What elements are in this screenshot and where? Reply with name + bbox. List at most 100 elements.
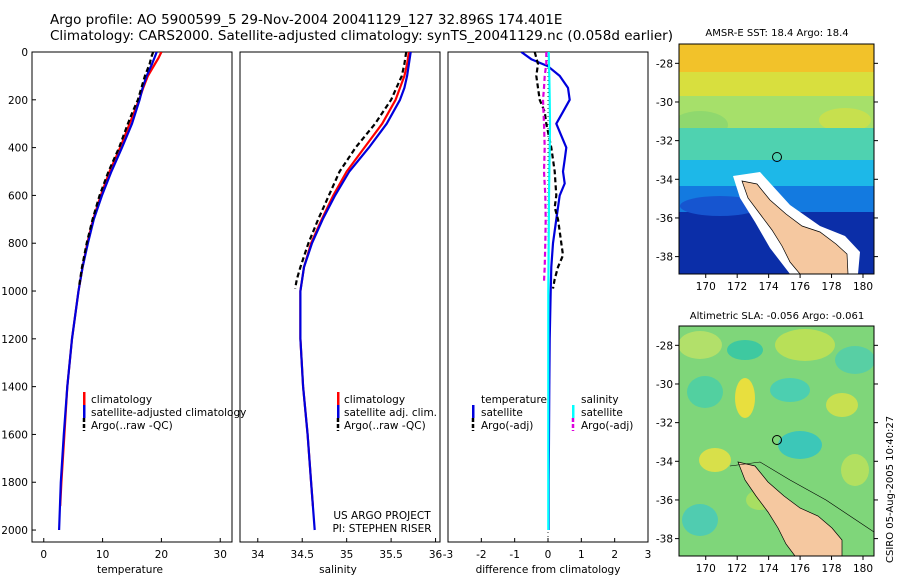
salinity-series-climatology xyxy=(299,52,410,507)
sla-patch xyxy=(679,331,722,359)
sla-map-xtick-label: 178 xyxy=(822,563,842,575)
difference-panel: -3 -2 -1 0 1 2 3 difference from climatology t… xyxy=(443,51,652,576)
temperature-ytick-label: 600 xyxy=(8,190,28,202)
temperature-panel: 0 10 20 30 0 200 400 600 800 1000 1200 1400 1600 1800… xyxy=(1,47,246,576)
sst-map-ytick-label: -28 xyxy=(656,58,673,70)
sst-map-ytick-label: -36 xyxy=(656,213,673,225)
sla-patch xyxy=(775,329,835,361)
sla-map-xtick-label: 174 xyxy=(759,563,779,575)
sla-patch xyxy=(687,376,723,408)
salinity-xlabel: salinity xyxy=(319,564,357,576)
salinity-xtick-label: 34 xyxy=(251,549,265,561)
difference-series-satellite xyxy=(547,52,552,530)
salinity-xtick-label: 35.5 xyxy=(379,549,402,561)
sla-map-xtick-label: 170 xyxy=(696,563,716,575)
sla-map-ytick-label: -34 xyxy=(656,456,673,468)
legend-label-climatology: climatology xyxy=(91,394,152,406)
temperature-ytick-label: 1200 xyxy=(1,334,28,346)
sla-patch xyxy=(778,431,822,459)
sst-map-xtick-label: 172 xyxy=(727,281,747,293)
sla-map-ytick-label: -38 xyxy=(656,534,673,546)
temperature-xtick-label: 20 xyxy=(155,549,168,561)
sla-patch xyxy=(699,448,731,472)
sst-map-ytick-label: -34 xyxy=(656,174,673,186)
legend-swatch-climatology xyxy=(337,392,340,405)
difference-xtick-label: 1 xyxy=(578,549,585,561)
temperature-axes: 0 10 20 30 0 200 400 600 800 1000 1200 1400 1600 1800… xyxy=(1,47,227,561)
sla-contour xyxy=(729,461,874,533)
salinity-axes: 34 34.5 35 35.5 36 xyxy=(251,538,443,561)
sla-patch xyxy=(835,346,874,374)
sla-map-xtick-label: 180 xyxy=(853,563,873,575)
legend-label-satellite-adj: satellite adj. clim. xyxy=(344,407,437,419)
temperature-series-satellite-adjusted-climatology xyxy=(58,52,158,531)
legend-swatch-climatology xyxy=(83,392,86,405)
salinity-legend: climatology satellite adj. clim. Argo(..… xyxy=(336,392,437,432)
sst-field xyxy=(679,44,874,274)
legend-label-sal-satellite: satellite xyxy=(581,407,623,419)
temperature-series-climatology xyxy=(59,52,163,507)
sla-patch xyxy=(826,393,858,417)
sla-map-xtick-label: 176 xyxy=(790,563,810,575)
sla-map-title: Altimetric SLA: -0.056 Argo: -0.061 xyxy=(690,311,865,322)
difference-series-argo-adj xyxy=(533,52,565,289)
sla-float-marker xyxy=(772,435,782,445)
sst-mid-patch xyxy=(680,196,760,216)
figure-header: Argo profile: AO 5900599_5 29-Nov-2004 2… xyxy=(50,12,673,44)
temperature-xtick-label: 0 xyxy=(40,549,47,561)
temperature-series-argo-raw-qc xyxy=(78,52,155,287)
temperature-xtick-label: 30 xyxy=(214,549,227,561)
salinity-series-argo-raw-qc xyxy=(294,52,408,289)
salinity-xtick-label: 35 xyxy=(340,549,353,561)
difference-xtick-label: 2 xyxy=(611,549,618,561)
difference-xtick-label: 3 xyxy=(645,549,652,561)
temperature-ytick-label: 2000 xyxy=(1,525,28,537)
side-stamp: CSIRO 05-Aug-2005 10:40:27 xyxy=(885,416,896,563)
temperature-plot-frame xyxy=(31,51,233,543)
difference-series-argo-adj xyxy=(541,52,548,282)
difference-xtick-label: 0 xyxy=(545,549,552,561)
sst-map-ytick-label: -32 xyxy=(656,136,673,148)
legend-swatch-sal-satellite xyxy=(572,405,575,418)
legend-heading-temperature: temperature xyxy=(481,394,547,406)
sla-patch xyxy=(727,340,763,360)
difference-xlabel: difference from climatology xyxy=(476,564,621,576)
difference-xtick-label: -2 xyxy=(476,549,486,561)
sla-patch xyxy=(770,378,810,402)
difference-series-satellite xyxy=(520,52,571,530)
temperature-series xyxy=(58,52,163,531)
sst-map-ytick-label: -38 xyxy=(656,252,673,264)
legend-swatch-temp-satellite xyxy=(472,405,475,418)
sla-map-ytick-label: -36 xyxy=(656,495,673,507)
temperature-xtick-label: 10 xyxy=(96,549,109,561)
temperature-ytick-label: 1600 xyxy=(1,429,28,441)
salinity-xtick-label: 36 xyxy=(429,549,443,561)
sla-patch xyxy=(682,504,718,536)
legend-swatch-satellite-adj xyxy=(337,405,340,418)
legend-label-satellite-adjusted: satellite-adjusted climatology xyxy=(91,407,246,419)
figure-title-line2: Climatology: CARS2000. Satellite-adjuste… xyxy=(50,28,673,44)
difference-series xyxy=(520,52,571,530)
sst-band-cyan xyxy=(679,160,874,190)
temperature-ytick-label: 0 xyxy=(21,47,28,59)
sst-map-axes: 170 172 174 176 178 180 -28 -30 -32 -34 -36 -38 xyxy=(656,58,878,293)
sla-map-ytick-label: -32 xyxy=(656,418,673,430)
sst-map-frame xyxy=(678,43,875,275)
legend-label-argo: Argo(..raw -QC) xyxy=(344,420,426,432)
sla-map-ytick-label: -30 xyxy=(656,379,673,391)
salinity-plot-frame xyxy=(239,51,441,543)
sla-map-axes: 170 172 174 176 178 180 -28 -30 -32 -34 -36 -38 xyxy=(656,340,878,575)
sst-map-xtick-label: 176 xyxy=(790,281,810,293)
salinity-series-satellite-adj-clim xyxy=(299,52,412,531)
sla-map-ytick-label: -28 xyxy=(656,340,673,352)
figure-title-line1: Argo profile: AO 5900599_5 29-Nov-2004 2… xyxy=(50,12,563,28)
sst-yellow-patch xyxy=(819,108,871,132)
sst-map-ytick-label: -30 xyxy=(656,97,673,109)
salinity-series xyxy=(294,52,412,531)
amsr-sst-map-panel: AMSR-E SST: 18.4 Argo: 18.4 170 172 174 176… xyxy=(656,28,878,293)
legend-swatch-satellite-adjusted xyxy=(83,405,86,418)
temperature-ytick-label: 200 xyxy=(8,95,28,107)
credit-line2: PI: STEPHEN RISER xyxy=(332,523,431,535)
legend-label-sal-argo: Argo(-adj) xyxy=(581,420,633,432)
